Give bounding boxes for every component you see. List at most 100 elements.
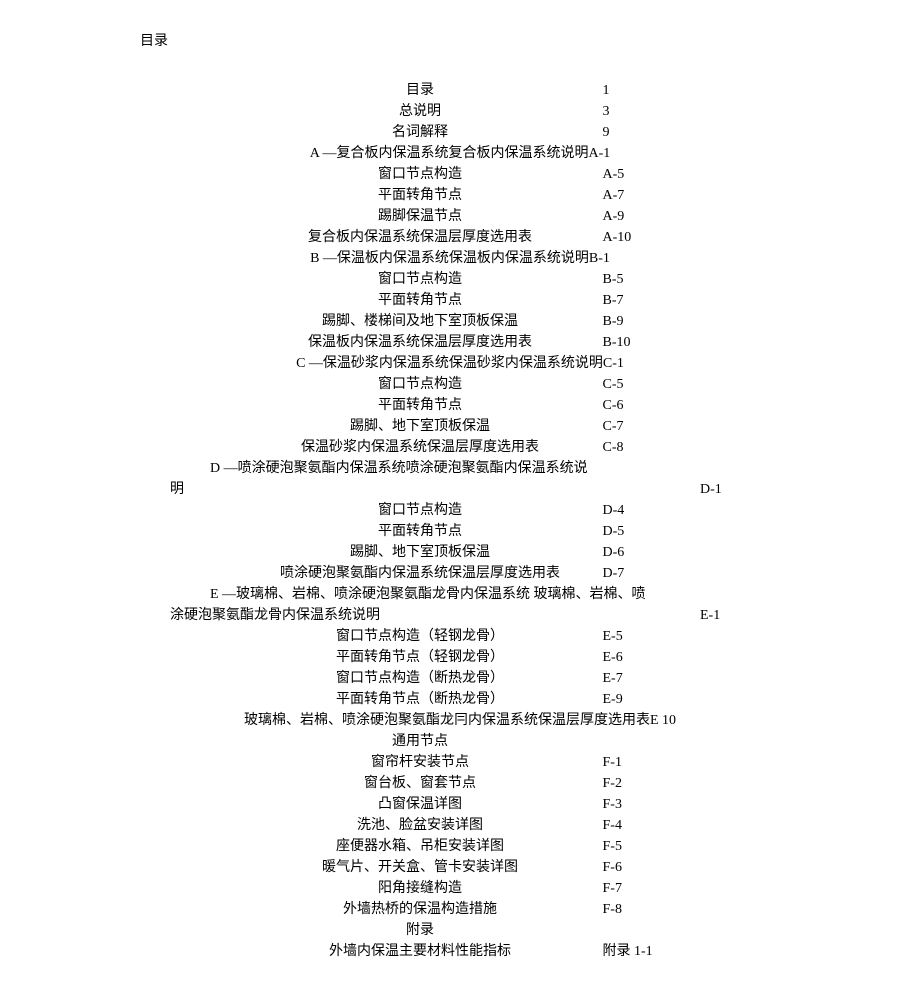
toc-title: 窗口节点构造（轻钢龙骨） xyxy=(258,626,583,647)
toc-entry-cont: 明D-1 xyxy=(160,479,760,500)
toc-title: 玻璃棉、岩棉、喷涂硬泡聚氨酯龙冃内保温系统保温层厚度选用表E 10 xyxy=(244,710,676,731)
toc-entry: 踢脚保温节点A-9 xyxy=(160,206,760,227)
toc-title: B —保温板内保温系统保温板内保温系统说明B-1 xyxy=(310,248,610,269)
toc-page: E-6 xyxy=(583,647,663,668)
toc-title: 总说明 xyxy=(258,101,583,122)
toc-entry: 踢脚、地下室顶板保温D-6 xyxy=(160,542,760,563)
toc-entry: B —保温板内保温系统保温板内保温系统说明B-1 xyxy=(160,248,760,269)
toc-page xyxy=(583,731,663,752)
toc-entry: D —喷涂硬泡聚氨酯内保温系统喷涂硬泡聚氨酯内保温系统说 xyxy=(160,458,760,479)
toc-entry: 窗帘杆安装节点F-1 xyxy=(160,752,760,773)
toc-title: A —复合板内保温系统复合板内保温系统说明A-1 xyxy=(310,143,611,164)
toc-entry: 暖气片、开关盒、管卡安装详图F-6 xyxy=(160,857,760,878)
toc-title: 窗口节点构造 xyxy=(258,374,583,395)
toc-page: D-7 xyxy=(583,563,663,584)
toc-title: 踢脚、地下室顶板保温 xyxy=(258,542,583,563)
toc-entry: 窗口节点构造（断热龙骨）E-7 xyxy=(160,668,760,689)
toc-entry: 喷涂硬泡聚氨酯内保温系统保温层厚度选用表D-7 xyxy=(160,563,760,584)
toc-title: 名词解释 xyxy=(258,122,583,143)
toc-page: F-5 xyxy=(583,836,663,857)
toc-title: 附录 xyxy=(258,920,583,941)
toc-page: C-6 xyxy=(583,395,663,416)
toc-entry: 踢脚、地下室顶板保温C-7 xyxy=(160,416,760,437)
toc-entry: C —保温砂浆内保温系统保温砂浆内保温系统说明C-1 xyxy=(160,353,760,374)
toc-title: 窗口节点构造 xyxy=(258,269,583,290)
toc-title: 涂硬泡聚氨酯龙骨内保温系统说明 xyxy=(170,605,680,626)
toc-title: 凸窗保温详图 xyxy=(258,794,583,815)
toc-page: D-6 xyxy=(583,542,663,563)
toc-entry: 外墙热桥的保温构造措施F-8 xyxy=(160,899,760,920)
toc-page: C-7 xyxy=(583,416,663,437)
toc-entry: 保温砂浆内保温系统保温层厚度选用表C-8 xyxy=(160,437,760,458)
toc-entry: 附录 xyxy=(160,920,760,941)
toc-page: F-1 xyxy=(583,752,663,773)
toc-page: E-9 xyxy=(583,689,663,710)
toc-entry-cont: 涂硬泡聚氨酯龙骨内保温系统说明E-1 xyxy=(160,605,760,626)
toc-entry: 平面转角节点A-7 xyxy=(160,185,760,206)
toc-title: 明 xyxy=(170,479,680,500)
toc-title: 暖气片、开关盒、管卡安装详图 xyxy=(258,857,583,878)
toc-entry: 窗口节点构造C-5 xyxy=(160,374,760,395)
toc-page: B-5 xyxy=(583,269,663,290)
toc-entry: 窗口节点构造A-5 xyxy=(160,164,760,185)
toc-page: D-4 xyxy=(583,500,663,521)
toc-entry: 平面转角节点C-6 xyxy=(160,395,760,416)
toc-entry: 平面转角节点（轻钢龙骨）E-6 xyxy=(160,647,760,668)
toc-entry: 窗口节点构造D-4 xyxy=(160,500,760,521)
toc-page: D-1 xyxy=(680,479,760,500)
toc-page: 1 xyxy=(583,80,663,101)
toc-container: 目录1总说明3名词解释9A —复合板内保温系统复合板内保温系统说明A-1窗口节点… xyxy=(160,80,760,962)
toc-title: 窗帘杆安装节点 xyxy=(258,752,583,773)
toc-title: 窗口节点构造 xyxy=(258,164,583,185)
toc-title: 复合板内保温系统保温层厚度选用表 xyxy=(258,227,583,248)
toc-title: 目录 xyxy=(258,80,583,101)
toc-page: B-10 xyxy=(583,332,663,353)
toc-page: D-5 xyxy=(583,521,663,542)
toc-page: 3 xyxy=(583,101,663,122)
toc-page: 附录 1-1 xyxy=(583,941,663,962)
toc-page: A-9 xyxy=(583,206,663,227)
toc-title: 平面转角节点 xyxy=(258,290,583,311)
toc-title: 平面转角节点 xyxy=(258,395,583,416)
toc-title: 保温砂浆内保温系统保温层厚度选用表 xyxy=(258,437,583,458)
toc-entry: 踢脚、楼梯间及地下室顶板保温B-9 xyxy=(160,311,760,332)
toc-page: C-8 xyxy=(583,437,663,458)
toc-title: 窗口节点构造 xyxy=(258,500,583,521)
toc-entry: 复合板内保温系统保温层厚度选用表A-10 xyxy=(160,227,760,248)
toc-page: A-7 xyxy=(583,185,663,206)
toc-page: B-9 xyxy=(583,311,663,332)
toc-title: 外墙内保温主要材料性能指标 xyxy=(258,941,583,962)
toc-title: 踢脚、地下室顶板保温 xyxy=(258,416,583,437)
toc-title: 平面转角节点 xyxy=(258,185,583,206)
toc-entry: 平面转角节点B-7 xyxy=(160,290,760,311)
toc-entry: 座便器水箱、吊柜安装详图F-5 xyxy=(160,836,760,857)
toc-page: F-2 xyxy=(583,773,663,794)
toc-title: C —保温砂浆内保温系统保温砂浆内保温系统说明C-1 xyxy=(296,353,624,374)
toc-title: 喷涂硬泡聚氨酯内保温系统保温层厚度选用表 xyxy=(258,563,583,584)
toc-title: 踢脚保温节点 xyxy=(258,206,583,227)
toc-entry: 凸窗保温详图F-3 xyxy=(160,794,760,815)
toc-page: F-8 xyxy=(583,899,663,920)
toc-entry: 洗池、脸盆安装详图F-4 xyxy=(160,815,760,836)
toc-page: F-7 xyxy=(583,878,663,899)
toc-page: A-5 xyxy=(583,164,663,185)
toc-title: 窗口节点构造（断热龙骨） xyxy=(258,668,583,689)
toc-title: 平面转角节点（轻钢龙骨） xyxy=(258,647,583,668)
toc-page: E-1 xyxy=(680,605,760,626)
toc-title: 通用节点 xyxy=(258,731,583,752)
toc-entry: 阳角接缝构造F-7 xyxy=(160,878,760,899)
toc-page: 9 xyxy=(583,122,663,143)
toc-entry: E —玻璃棉、岩棉、喷涂硬泡聚氨酯龙骨内保温系统 玻璃棉、岩棉、喷 xyxy=(160,584,760,605)
toc-entry: 目录1 xyxy=(160,80,760,101)
toc-title: 座便器水箱、吊柜安装详图 xyxy=(258,836,583,857)
toc-page: F-4 xyxy=(583,815,663,836)
toc-entry: 玻璃棉、岩棉、喷涂硬泡聚氨酯龙冃内保温系统保温层厚度选用表E 10 xyxy=(160,710,760,731)
toc-title: 踢脚、楼梯间及地下室顶板保温 xyxy=(258,311,583,332)
toc-page: E-7 xyxy=(583,668,663,689)
toc-entry: 外墙内保温主要材料性能指标附录 1-1 xyxy=(160,941,760,962)
page-heading: 目录 xyxy=(140,30,920,50)
toc-title: 平面转角节点（断热龙骨） xyxy=(258,689,583,710)
toc-entry: 平面转角节点D-5 xyxy=(160,521,760,542)
toc-title: 洗池、脸盆安装详图 xyxy=(258,815,583,836)
toc-entry: 窗口节点构造B-5 xyxy=(160,269,760,290)
